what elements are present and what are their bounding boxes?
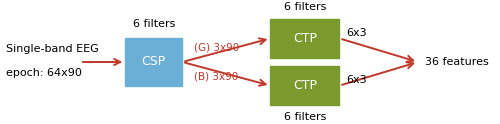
Text: CTP: CTP <box>293 79 317 92</box>
Text: 6x3: 6x3 <box>346 28 367 38</box>
FancyBboxPatch shape <box>270 19 340 58</box>
Text: 36 features: 36 features <box>425 57 489 67</box>
Text: 6 filters: 6 filters <box>284 112 326 122</box>
FancyBboxPatch shape <box>125 38 182 86</box>
Text: CSP: CSP <box>142 56 166 68</box>
Text: 6x3: 6x3 <box>346 75 367 85</box>
Text: (B) 3x90: (B) 3x90 <box>194 71 238 81</box>
Text: 6 filters: 6 filters <box>284 2 326 12</box>
Text: epoch: 64x90: epoch: 64x90 <box>6 68 82 78</box>
FancyBboxPatch shape <box>270 66 340 105</box>
Text: CTP: CTP <box>293 32 317 45</box>
Text: 6 filters: 6 filters <box>132 19 175 29</box>
Text: (G) 3x90: (G) 3x90 <box>194 43 240 53</box>
Text: Single-band EEG: Single-band EEG <box>6 44 99 54</box>
